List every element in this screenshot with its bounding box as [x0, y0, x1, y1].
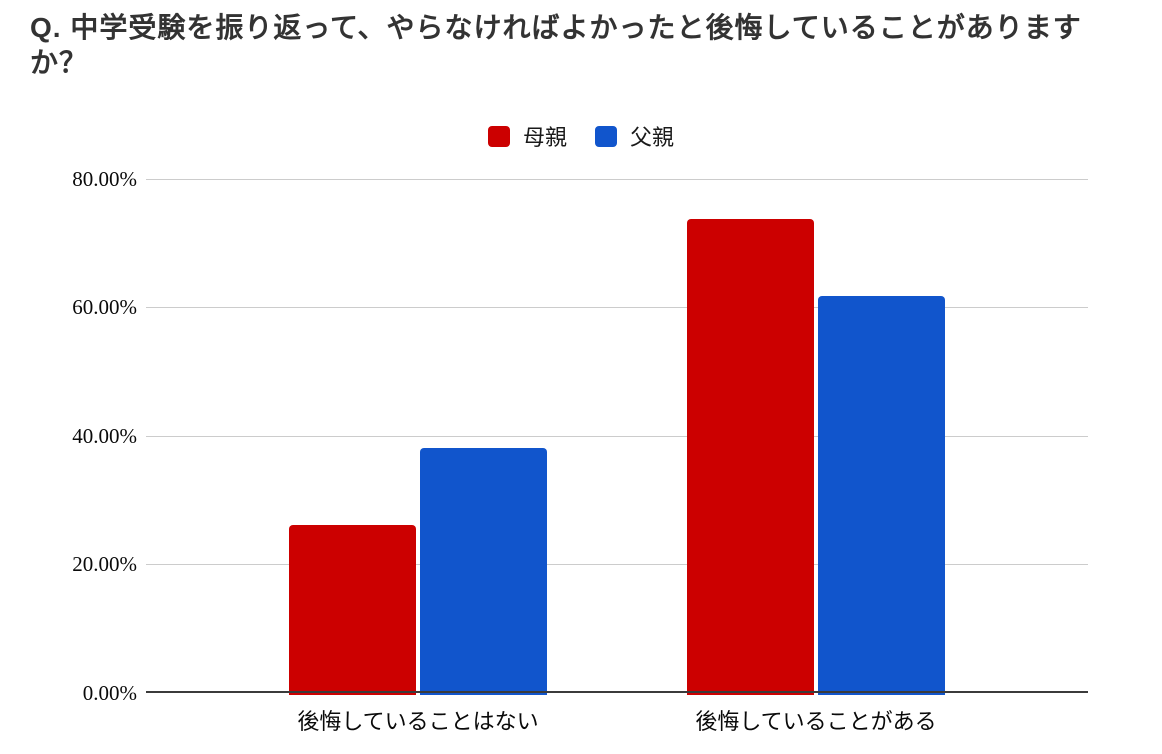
bar-series1-category0	[420, 448, 547, 695]
gridline	[146, 564, 1088, 565]
gridline	[146, 179, 1088, 180]
plot-area: 0.00% 20.00% 40.00% 60.00% 80.00% 後悔していることはない…	[72, 167, 1088, 734]
bar-series0-category0	[289, 525, 416, 695]
chart-question-title: Q. 中学受験を振り返って、やらなければよかったと後悔していることがありますか？	[30, 12, 1082, 78]
x-axis-baseline	[146, 691, 1088, 693]
bar-series0-category1	[687, 219, 814, 695]
y-axis-tick-label: 20.00%	[72, 552, 137, 576]
gridline	[146, 436, 1088, 437]
legend-swatch	[487, 125, 510, 147]
x-axis-category-label: 後悔していることはない	[297, 709, 539, 734]
legend-swatch	[595, 125, 617, 147]
y-axis-tick-label: 40.00%	[72, 424, 137, 448]
legend-label: 父親	[630, 125, 675, 150]
legend-item: 母親	[487, 120, 567, 152]
bar-series1-category1	[818, 296, 945, 695]
y-axis-tick-label: 80.00%	[72, 167, 137, 191]
legend-label: 母親	[522, 125, 567, 150]
y-axis-tick-label: 0.00%	[82, 681, 137, 705]
gridline	[146, 307, 1088, 308]
legend-item: 父親	[595, 120, 674, 152]
y-axis-tick-label: 60.00%	[72, 295, 137, 319]
x-axis-category-label: 後悔していることがある	[695, 709, 937, 734]
chart-legend: 母親 父親	[0, 120, 1162, 152]
